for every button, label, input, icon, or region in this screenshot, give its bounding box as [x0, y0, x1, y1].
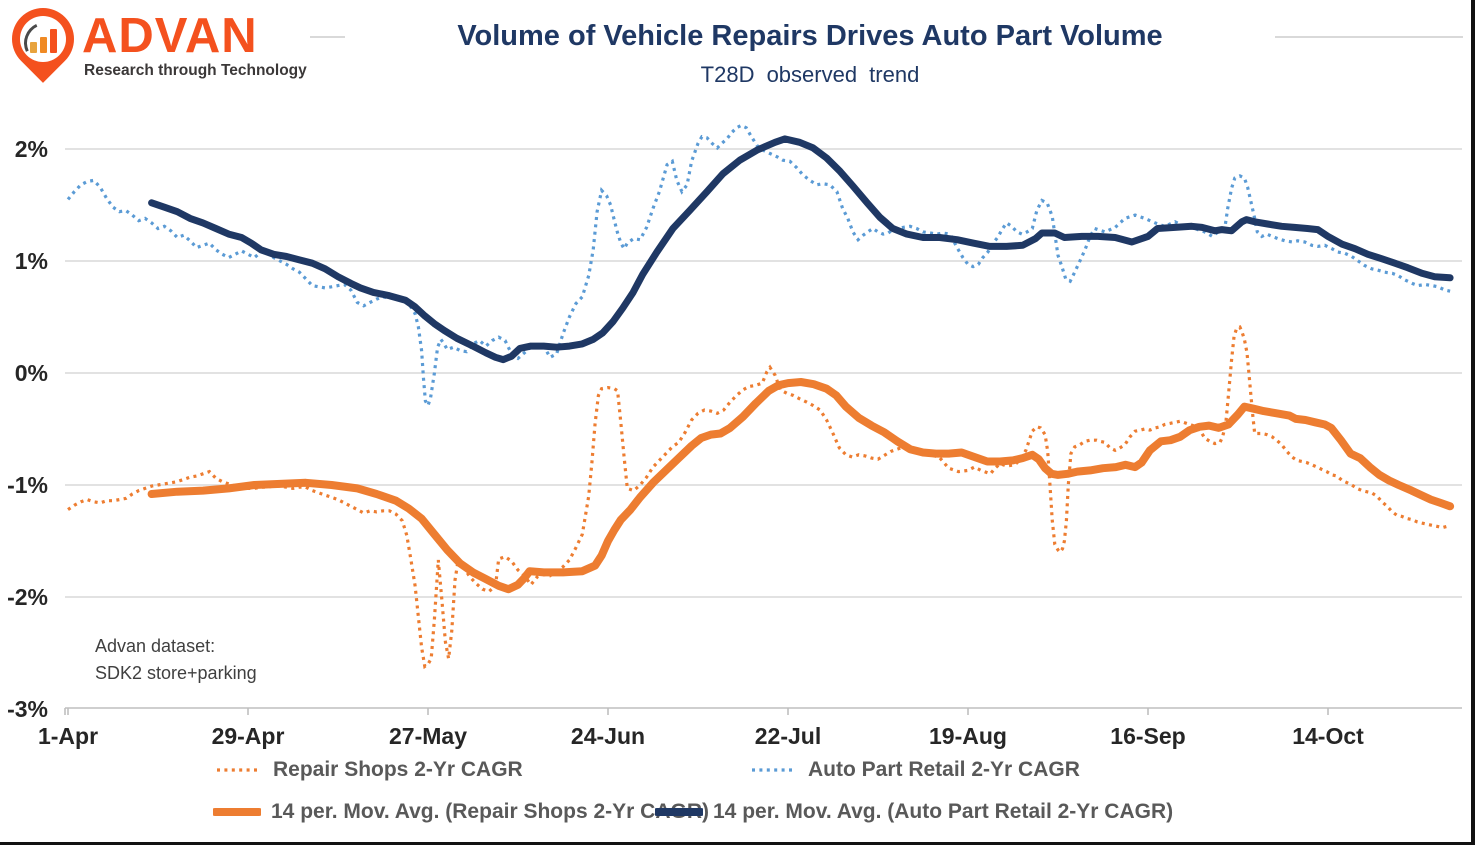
x-axis-label: 24-Jun — [571, 723, 645, 749]
y-axis-label: 0% — [15, 360, 48, 386]
series-ma-repair-shops — [147, 378, 1455, 594]
legend-label: 14 per. Mov. Avg. (Auto Part Retail 2-Yr… — [713, 800, 1174, 823]
series-ma-auto-part-retail — [148, 135, 1454, 364]
bar-chart-icon — [30, 28, 57, 53]
y-axis-label: 1% — [15, 248, 48, 274]
y-axis-label: -1% — [7, 472, 48, 498]
series-dotted-repair-shops — [67, 325, 1451, 670]
chart-subtitle: T28D observed trend — [700, 62, 920, 88]
series-dotted-auto-part-retail — [66, 123, 1451, 410]
legend-label: 14 per. Mov. Avg. (Repair Shops 2-Yr CAG… — [271, 800, 709, 823]
y-axis-label: 2% — [15, 136, 48, 162]
x-axis-label: 14-Oct — [1292, 723, 1364, 749]
annotation-line1: Advan dataset: — [95, 636, 216, 656]
window-edge-right — [1471, 0, 1475, 845]
advan-logo: ADVAN Research through Technology — [0, 0, 310, 100]
x-axis-label: 27-May — [389, 723, 467, 749]
y-axis-label: -3% — [7, 696, 48, 722]
solid-line-swatch-icon — [655, 808, 703, 816]
dotted-line-swatch-icon — [752, 768, 796, 772]
pin-inner-circle — [20, 15, 66, 62]
x-axis-label: 22-Jul — [755, 723, 821, 749]
chart-header: Volume of Vehicle Repairs Drives Auto Pa… — [345, 18, 1275, 89]
map-pin-icon — [0, 0, 87, 83]
brand-name: ADVAN — [82, 9, 258, 63]
y-axis-label: -2% — [7, 584, 48, 610]
window-edge-bottom — [0, 842, 1475, 845]
chart-title: Volume of Vehicle Repairs Drives Auto Pa… — [457, 20, 1163, 52]
dotted-line-swatch-icon — [217, 768, 261, 772]
legend-label: Auto Part Retail 2-Yr CAGR — [808, 758, 1080, 781]
legend-item-1: Auto Part Retail 2-Yr CAGR — [750, 758, 1080, 782]
x-axis-label: 29-Apr — [212, 723, 285, 749]
x-axis-label: 16-Sep — [1110, 723, 1185, 749]
brand-tagline: Research through Technology — [84, 62, 307, 79]
legend-item-3: 14 per. Mov. Avg. (Auto Part Retail 2-Yr… — [655, 800, 1173, 824]
legend-item-0: Repair Shops 2-Yr CAGR — [215, 758, 523, 782]
solid-line-swatch-icon — [213, 808, 261, 816]
x-axis-label: 19-Aug — [929, 723, 1007, 749]
legend-label: Repair Shops 2-Yr CAGR — [273, 758, 523, 781]
x-axis-label: 1-Apr — [38, 723, 98, 749]
annotation-line2: SDK2 store+parking — [95, 663, 257, 683]
legend-item-2: 14 per. Mov. Avg. (Repair Shops 2-Yr CAG… — [213, 800, 709, 824]
dataset-annotation: Advan dataset: SDK2 store+parking — [95, 633, 257, 687]
